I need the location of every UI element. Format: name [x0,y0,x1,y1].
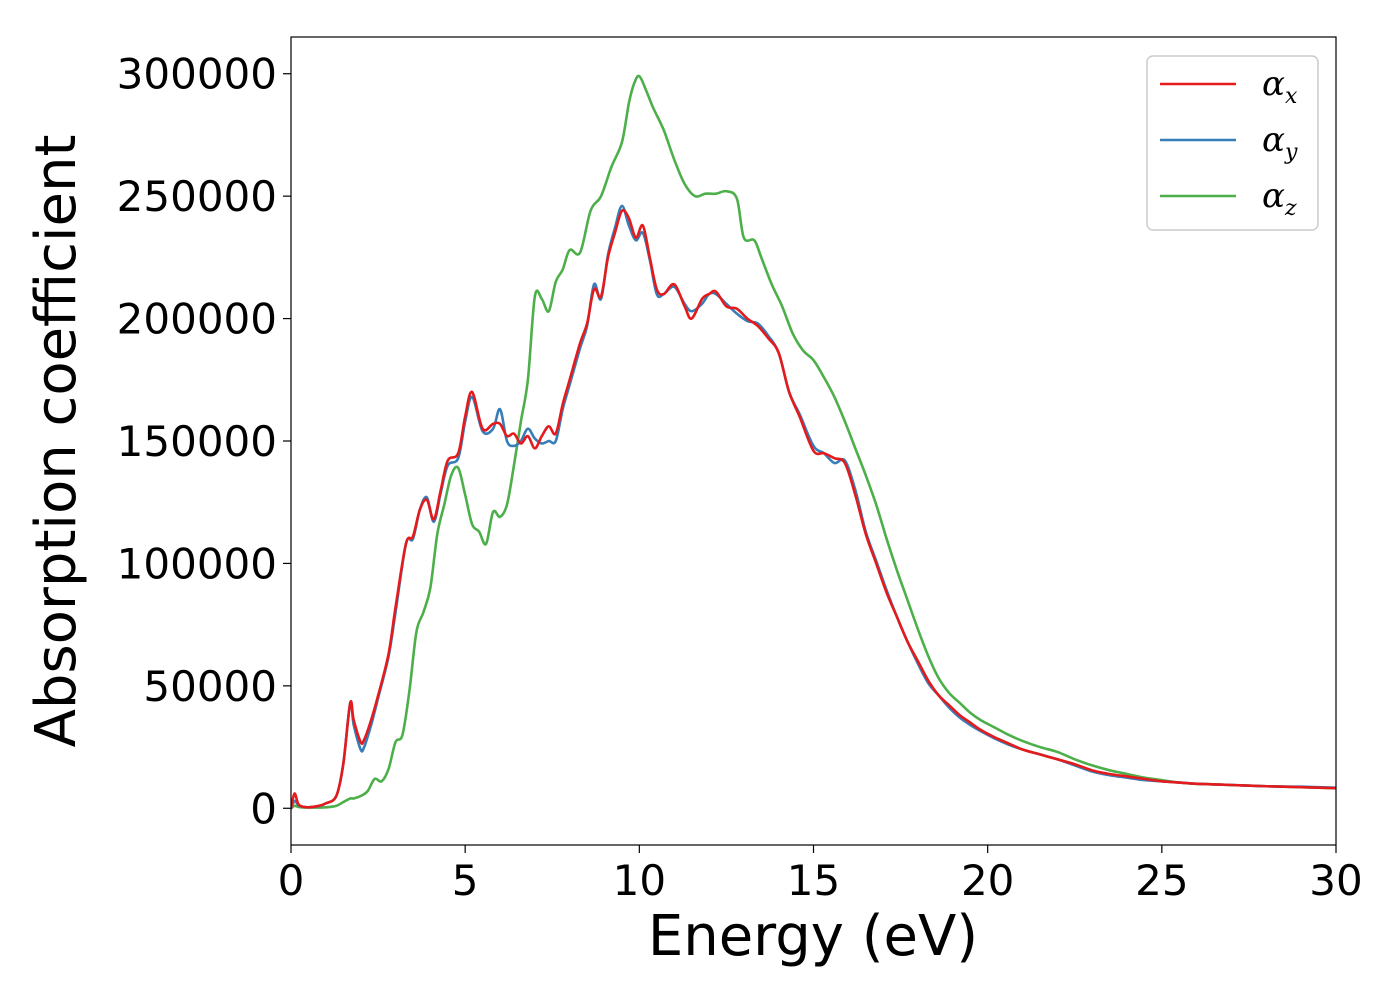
legend-symbol: α [1262,64,1285,104]
legend-label-x: αx [1262,64,1298,109]
x-tick-label: 15 [787,856,840,905]
x-axis: 0 5 10 15 20 25 30 [278,845,1363,905]
x-tick-label: 5 [452,856,479,905]
x-tick-label: 30 [1309,856,1362,905]
legend-label-z: αz [1262,176,1297,221]
x-tick-label: 25 [1135,856,1188,905]
y-tick-label: 100000 [117,539,277,588]
y-tick-label: 0 [250,784,277,833]
legend-label-y: αy [1262,120,1298,165]
x-tick-label: 0 [278,856,305,905]
legend-symbol: α [1262,120,1285,160]
x-tick-label: 10 [613,856,666,905]
y-tick-label: 200000 [117,295,277,344]
legend-subscript: x [1285,84,1298,109]
x-axis-label: Energy (eV) [648,904,978,969]
y-tick-label: 300000 [117,50,277,99]
y-axis: 0 50000 100000 150000 200000 250000 300000 [117,50,291,833]
series-line-z [291,74,1336,810]
y-axis-label: Absorption coefficient [24,135,89,748]
legend-symbol: α [1262,176,1285,216]
series-layer [291,74,1336,810]
y-tick-label: 250000 [117,172,277,221]
legend-box [1146,55,1319,231]
series-line-x [291,208,1336,810]
y-tick-label: 50000 [143,662,277,711]
x-tick-label: 20 [961,856,1014,905]
legend-subscript: y [1284,140,1298,165]
legend-subscript: z [1284,196,1297,221]
y-tick-label: 150000 [117,417,277,466]
